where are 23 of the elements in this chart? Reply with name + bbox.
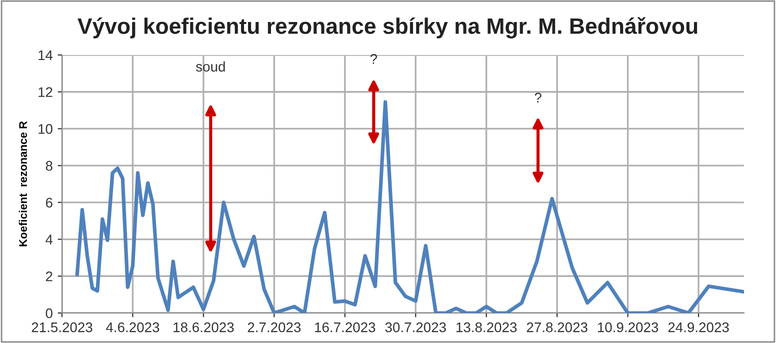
x-tick-label: 16.7.2023 bbox=[315, 322, 376, 332]
x-tick-label: 24.9.2023 bbox=[668, 322, 729, 332]
y-tick-label: 0 bbox=[46, 308, 52, 318]
annotation: soud bbox=[196, 61, 225, 72]
x-tick-label: 4.6.2023 bbox=[106, 322, 160, 332]
y-tick-label: 8 bbox=[46, 160, 52, 171]
x-tick-label: 13.8.2023 bbox=[456, 322, 517, 332]
y-tick-label: 6 bbox=[46, 198, 52, 208]
y-tick-label: 4 bbox=[46, 234, 53, 244]
y-tick-label: 14 bbox=[38, 50, 53, 60]
x-tick-label: 30.7.2023 bbox=[385, 322, 446, 332]
y-tick-label: 2 bbox=[46, 271, 52, 282]
x-tick-label: 10.9.2023 bbox=[598, 322, 658, 332]
annotation: ? bbox=[370, 54, 378, 64]
x-tick-label: 18.6.2023 bbox=[174, 322, 234, 332]
y-tick-label: 12 bbox=[38, 87, 52, 97]
chart-title: Vývoj koeficientu rezonance sbírky na Mgr. M. Bednářovou bbox=[78, 17, 698, 38]
x-tick-label: 2.7.2023 bbox=[248, 322, 301, 332]
y-tick-label: 10 bbox=[38, 124, 52, 134]
x-tick-label: 27.8.2023 bbox=[526, 322, 588, 332]
annotation: ? bbox=[534, 92, 542, 102]
x-tick-label: 21.5.2023 bbox=[32, 322, 92, 332]
y-axis-title: Koeficient rezonance R bbox=[18, 121, 27, 246]
